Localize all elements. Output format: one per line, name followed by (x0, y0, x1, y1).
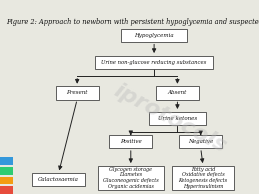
Text: Urine ketones: Urine ketones (158, 116, 197, 121)
FancyBboxPatch shape (149, 112, 206, 125)
Text: Negative: Negative (188, 139, 213, 144)
Text: Figure 2: Approach to newborn with persistent hypoglycemia and suspected IEM: Figure 2: Approach to newborn with persi… (6, 18, 259, 26)
Text: Positive: Positive (120, 139, 142, 144)
FancyBboxPatch shape (109, 135, 152, 148)
Text: Galactosaemia: Galactosaemia (38, 177, 79, 182)
Text: Hypoglycemia: Hypoglycemia (134, 33, 174, 38)
FancyBboxPatch shape (121, 29, 187, 42)
Bar (0, 157, 13, 165)
FancyBboxPatch shape (95, 56, 213, 69)
FancyBboxPatch shape (179, 135, 222, 148)
FancyBboxPatch shape (32, 173, 85, 186)
Bar (0, 186, 13, 194)
Text: Absent: Absent (168, 90, 187, 95)
FancyBboxPatch shape (56, 86, 99, 100)
Bar (0, 167, 13, 175)
Text: Urine non-glucose reducing substances: Urine non-glucose reducing substances (102, 60, 207, 65)
Text: Present: Present (66, 90, 88, 95)
Bar (0, 177, 13, 184)
FancyBboxPatch shape (98, 166, 164, 190)
FancyBboxPatch shape (172, 166, 234, 190)
Text: Glycogen storage
Diametes
Gluconeogenic defects
Organic acidemias: Glycogen storage Diametes Gluconeogenic … (103, 167, 159, 189)
Text: Fatty acid
Oxidative defects
Ketogenesis defects
Hyperinsulinism: Fatty acid Oxidative defects Ketogenesis… (178, 167, 228, 189)
Text: iprotocols: iprotocols (111, 80, 230, 156)
FancyBboxPatch shape (156, 86, 199, 100)
